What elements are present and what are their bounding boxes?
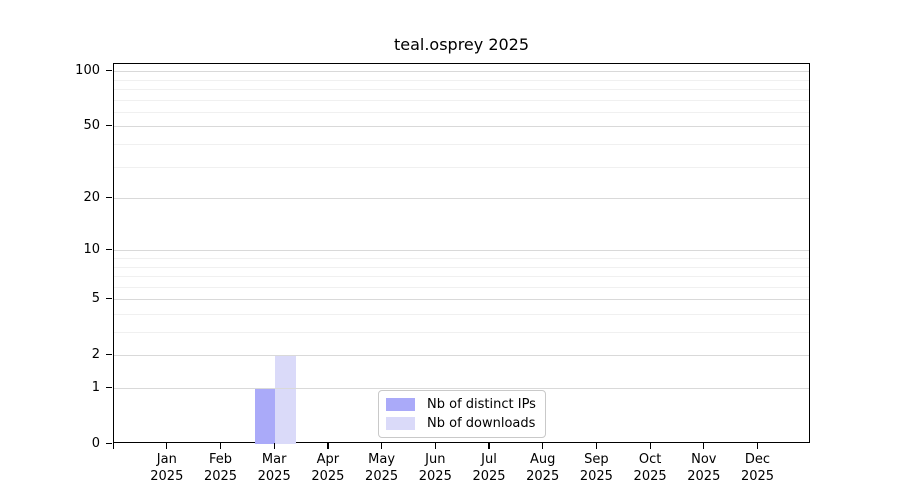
x-tick-mark [219,443,222,449]
y-tick-mark [106,386,112,388]
x-tick-mark [381,443,383,449]
x-tick-month: Apr [316,452,340,467]
minor-gridline [114,276,809,277]
minor-gridline [114,89,809,90]
x-tick-label: Jun 2025 [403,451,467,485]
y-tick-mark [106,69,112,71]
minor-gridline [114,314,809,315]
y-tick-mark [106,442,112,444]
y-tick-label: 0 [91,435,100,451]
x-tick-year: 2025 [150,469,184,484]
x-tick-mark [434,443,436,449]
x-tick-label: Apr 2025 [296,451,360,485]
major-gridline [114,126,809,128]
x-tick-year: 2025 [203,469,238,484]
x-tick-year: 2025 [365,469,399,484]
x-tick-edge [113,443,115,449]
minor-gridline [114,266,809,268]
legend-label-downloads: Nb of downloads [427,416,536,431]
x-tick-label: Dec 2025 [726,451,790,485]
x-tick-mark [166,443,168,449]
y-tick-label: 10 [83,241,100,257]
x-tick-year: 2025 [526,469,560,484]
gridlines-layer [114,64,809,442]
legend-item-downloads: Nb of downloads [386,416,537,431]
x-tick-year: 2025 [633,469,667,484]
x-tick-month: Jun [425,452,446,467]
legend-swatch-downloads [386,417,415,430]
major-gridline [114,355,809,357]
x-tick-mark [488,443,490,449]
x-tick-year: 2025 [579,469,613,484]
major-gridline [114,388,809,389]
y-tick-mark [106,297,112,300]
x-tick-year: 2025 [687,469,721,484]
minor-gridline [114,79,809,81]
bar-downloads [275,355,296,444]
x-tick-year: 2025 [418,469,452,484]
x-tick-label: May 2025 [350,451,414,485]
x-tick-month: Mar [261,452,287,467]
x-tick-year: 2025 [257,469,291,484]
x-tick-month: Aug [529,452,556,467]
x-tick-label: Mar 2025 [242,451,306,485]
y-tick-label: 50 [83,117,100,133]
plot-area [113,63,810,444]
x-tick-month: Oct [638,452,662,467]
y-tick-mark [106,124,112,127]
x-tick-label: Jan 2025 [135,451,199,485]
x-tick-mark [542,443,544,449]
x-tick-label: Feb 2025 [189,451,253,485]
legend-label-distinct-ips: Nb of distinct IPs [427,397,536,412]
x-tick-mark [273,443,275,449]
x-tick-mark [327,443,329,449]
x-tick-month: Sep [584,452,609,467]
y-tick-label: 5 [91,290,100,306]
legend: Nb of distinct IPs Nb of downloads [378,390,546,438]
minor-gridline [114,144,809,145]
x-tick-month: Jul [481,452,497,467]
bar-distinct-ips [254,388,276,444]
legend-item-distinct-ips: Nb of distinct IPs [386,397,537,412]
y-tick-label: 1 [91,379,100,395]
minor-gridline [114,258,809,259]
x-tick-mark [756,443,759,449]
x-tick-month: Feb [208,452,233,467]
x-tick-mark [595,443,598,449]
x-tick-month: Dec [744,452,771,467]
x-tick-label: Sep 2025 [564,451,628,485]
y-tick-label: 100 [75,62,100,78]
minor-gridline [114,99,809,101]
bars-layer [114,64,809,444]
x-tick-mark [649,443,651,449]
major-gridline [114,198,809,200]
x-tick-mark [703,443,705,449]
x-tick-year: 2025 [472,469,506,484]
y-tick-label: 20 [83,189,100,205]
x-tick-label: Jul 2025 [457,451,521,485]
x-tick-month: May [368,452,396,467]
x-tick-label: Oct 2025 [618,451,682,485]
y-tick-mark [106,248,112,251]
y-tick-mark [106,353,112,356]
x-tick-month: Nov [691,452,717,467]
y-tick-mark [106,196,112,198]
x-tick-year: 2025 [311,469,345,484]
x-tick-year: 2025 [740,469,775,484]
minor-gridline [114,286,809,288]
y-tick-label: 2 [91,346,100,362]
x-tick-label: Nov 2025 [672,451,736,485]
minor-gridline [114,166,809,168]
major-gridline [114,299,809,301]
chart-title: teal.osprey 2025 [393,35,530,54]
x-tick-label: Aug 2025 [511,451,575,485]
x-tick-month: Jan [156,452,177,467]
minor-gridline [114,332,809,333]
minor-gridline [114,111,809,113]
major-gridline [114,71,809,73]
legend-swatch-distinct-ips [386,398,415,411]
major-gridline [114,250,809,252]
